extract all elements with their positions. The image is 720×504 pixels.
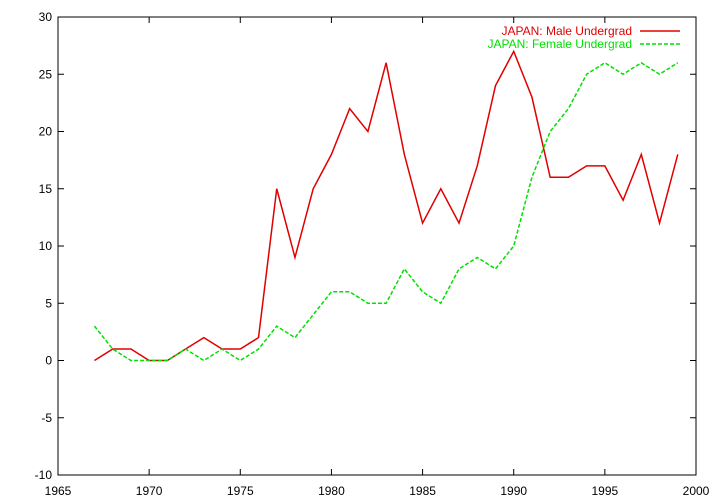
series-lines: [93, 49, 679, 362]
y-tick-label: 20: [39, 125, 53, 139]
x-tick-label: 1965: [45, 484, 72, 498]
y-tick-label: -5: [41, 411, 52, 425]
legend-label-1: JAPAN: Male Undergrad: [502, 24, 633, 38]
plot-frame: [57, 16, 697, 476]
y-tick-label: 15: [39, 182, 53, 196]
series-line-1: [94, 49, 679, 362]
axis-ticks: -10 -5 0 5 10 15 20 25 30 1965 1970 1975 1980 1985 199…: [35, 10, 710, 498]
x-tick-label: 1990: [500, 484, 527, 498]
x-tick-label: 1995: [592, 484, 619, 498]
y-tick-label: 10: [39, 239, 53, 253]
y-tick-label: 0: [45, 354, 52, 368]
x-tick-label: 1970: [136, 484, 163, 498]
x-tick-label: 2000: [683, 484, 710, 498]
y-tick-label: 30: [39, 10, 53, 24]
x-tick-label: 1985: [409, 484, 436, 498]
series-line-2: [93, 61, 679, 362]
y-tick-label: -10: [35, 468, 53, 482]
x-tick-label: 1975: [227, 484, 254, 498]
x-tick-label: 1980: [318, 484, 345, 498]
legend-label-2: JAPAN: Female Undergrad: [487, 37, 632, 51]
y-tick-label: 5: [45, 296, 52, 310]
y-tick-label: 25: [39, 67, 53, 81]
